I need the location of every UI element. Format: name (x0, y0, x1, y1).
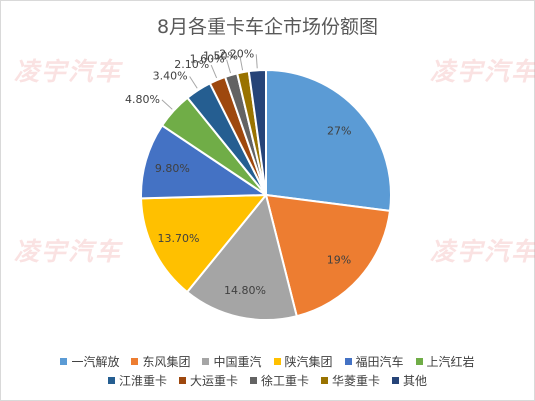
legend-label-8: 徐工重卡 (260, 374, 309, 388)
legend-item-7: 大运重卡 (178, 372, 238, 389)
leader-line-8 (226, 59, 232, 74)
legend-item-4: 福田汽车 (344, 353, 404, 370)
legend-swatch-0 (60, 358, 68, 365)
chart-title: 8月各重卡车企市场份额图 (156, 16, 379, 38)
legend-row-0: 一汽解放 东风集团 中国重汽 陕汽集团 福田汽车 上汽红岩 (0, 352, 535, 371)
legend-swatch-10 (392, 377, 400, 384)
legend-label-3: 陕汽集团 (284, 355, 333, 369)
watermark-mid-right: 凌宇汽车 (430, 237, 535, 266)
data-label-4: 9.80% (155, 162, 190, 175)
data-label-10: 2.20% (219, 47, 254, 60)
watermark-top-left: 凌宇汽车 (14, 57, 123, 86)
legend-item-5: 上汽红岩 (415, 353, 475, 370)
pie-slice-3 (140, 193, 269, 294)
legend-label-5: 上汽红岩 (426, 355, 475, 369)
legend-item-1: 东风集团 (131, 353, 190, 370)
watermark-top-right: 凌宇汽车 (430, 57, 535, 86)
legend-label-2: 中国重汽 (213, 355, 262, 369)
watermark-mid-left: 凌宇汽车 (14, 237, 123, 266)
legend-item-8: 徐工重卡 (249, 372, 309, 389)
pie-slice-2 (185, 192, 298, 321)
legend-item-9: 华菱重卡 (321, 372, 380, 389)
legend-label-1: 东风集团 (142, 355, 191, 369)
leader-line-10 (255, 54, 258, 69)
legend: 一汽解放 东风集团 中国重汽 陕汽集团 福田汽车 上汽红岩江淮重卡 大运重卡 徐工重卡 华菱重卡… (0, 352, 535, 390)
legend-label-10: 其他 (403, 374, 428, 388)
legend-label-9: 华菱重卡 (332, 374, 381, 388)
data-label-6: 3.40% (153, 69, 188, 82)
legend-swatch-5 (415, 358, 423, 365)
pie-slice-1 (264, 193, 392, 318)
data-label-9: 1.50% (203, 49, 238, 62)
legend-swatch-1 (131, 358, 139, 365)
data-label-3: 13.70% (158, 232, 200, 245)
data-label-0: 27% (327, 125, 351, 138)
legend-swatch-2 (202, 358, 210, 365)
pie-slice-0 (265, 68, 392, 212)
legend-swatch-3 (273, 358, 281, 365)
legend-swatch-8 (249, 377, 257, 384)
legend-swatch-7 (178, 377, 186, 384)
legend-label-6: 江淮重卡 (118, 374, 167, 388)
legend-label-7: 大运重卡 (189, 374, 238, 388)
leader-line-7 (210, 64, 218, 79)
legend-item-10: 其他 (392, 372, 427, 389)
leader-line-5 (161, 99, 173, 110)
data-label-8: 1.60% (190, 53, 225, 66)
legend-row-1: 江淮重卡 大运重卡 徐工重卡 华菱重卡 其他 (0, 371, 535, 390)
leader-line-6 (189, 76, 198, 89)
pie-slice-4 (140, 124, 270, 200)
legend-item-2: 中国重汽 (202, 353, 262, 370)
legend-label-4: 福田汽车 (355, 355, 404, 369)
legend-swatch-6 (107, 377, 115, 384)
legend-label-0: 一汽解放 (71, 355, 120, 369)
leader-line-9 (239, 56, 244, 71)
legend-item-6: 江淮重卡 (107, 372, 167, 389)
pie-slices (140, 68, 392, 321)
data-labels: 27% 19% 14.80% 13.70% 9.80% 4.80% 3.40%2.10%1.… (125, 47, 351, 297)
legend-swatch-4 (344, 358, 352, 365)
data-label-5: 4.80% (125, 93, 160, 106)
pie-slice-10 (247, 68, 267, 196)
legend-item-0: 一汽解放 (60, 353, 119, 370)
legend-swatch-9 (321, 377, 328, 384)
legend-item-3: 陕汽集团 (273, 353, 333, 370)
data-label-1: 19% (327, 254, 351, 267)
data-label-2: 14.80% (224, 284, 266, 297)
data-label-7: 2.10% (174, 58, 209, 71)
